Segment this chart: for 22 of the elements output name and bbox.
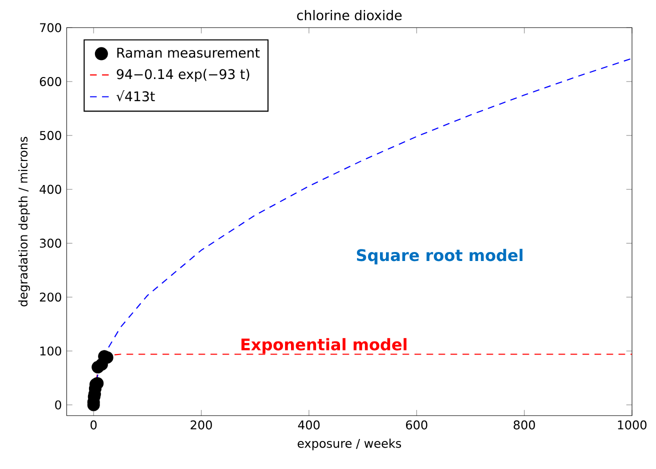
- legend-label: 94−0.14 exp(−93 t): [116, 68, 250, 82]
- x-tick-label: 800: [514, 420, 535, 430]
- annotation: Square root model: [356, 248, 522, 264]
- legend-label: Raman measurement: [117, 48, 260, 58]
- y-tick-label: 500: [40, 130, 62, 140]
- x-axis-title: exposure / weeks: [298, 438, 402, 450]
- chart-title: chlorine dioxide: [297, 10, 402, 20]
- x-tick-label: 600: [406, 420, 428, 430]
- x-tick-label: 400: [298, 420, 320, 430]
- y-tick-label: 200: [40, 292, 62, 302]
- x-tick-label: 1000: [618, 420, 646, 430]
- legend-label: √413t: [116, 90, 155, 102]
- y-axis-title: degradation depth / microns: [18, 136, 30, 306]
- annotation: Exponential model: [241, 338, 406, 354]
- y-tick-label: 700: [40, 23, 62, 32]
- y-tick-label: 0: [55, 400, 62, 410]
- y-tick-label: 600: [40, 77, 62, 86]
- y-tick-label: 400: [40, 184, 62, 194]
- y-tick-label: 300: [40, 238, 62, 248]
- x-tick-label: 0: [90, 420, 97, 430]
- y-tick-label: 100: [40, 346, 62, 356]
- x-tick-label: 200: [190, 420, 212, 430]
